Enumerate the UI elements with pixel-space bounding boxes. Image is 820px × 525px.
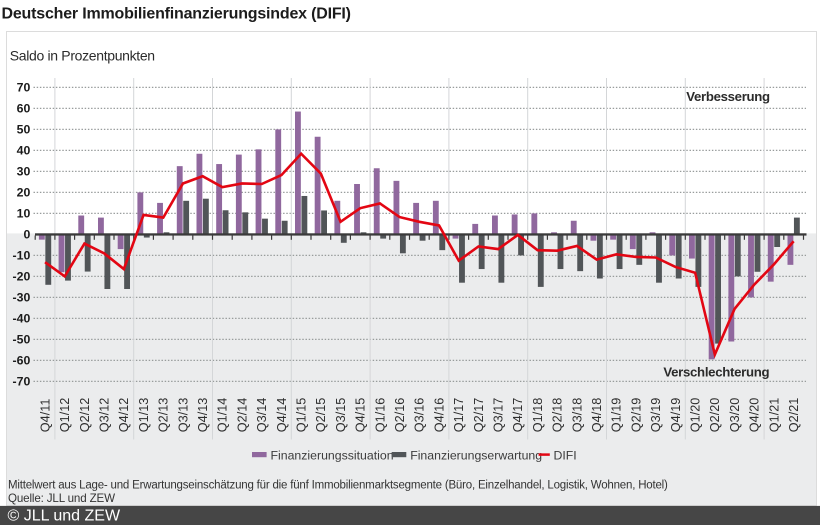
svg-text:Q4/19: Q4/19	[669, 398, 683, 433]
svg-text:Q4/12: Q4/12	[117, 398, 131, 433]
svg-text:Q1/15: Q1/15	[294, 398, 308, 433]
svg-text:Q3/14: Q3/14	[255, 398, 269, 433]
svg-text:Mittelwert aus Lage- und Erwar: Mittelwert aus Lage- und Erwartungseinsc…	[8, 479, 668, 491]
svg-text:Finanzierungserwartung: Finanzierungserwartung	[410, 448, 542, 462]
svg-text:-70: -70	[13, 375, 31, 389]
svg-text:30: 30	[17, 165, 31, 179]
svg-text:10: 10	[17, 207, 31, 221]
svg-text:Q2/18: Q2/18	[551, 398, 565, 433]
svg-text:Q4/20: Q4/20	[748, 398, 762, 433]
svg-text:-60: -60	[13, 354, 31, 368]
svg-text:Q3/16: Q3/16	[413, 398, 427, 433]
svg-text:DIFI: DIFI	[554, 448, 577, 462]
svg-text:Q1/19: Q1/19	[610, 398, 624, 433]
svg-text:50: 50	[17, 123, 31, 137]
svg-text:40: 40	[17, 144, 31, 158]
svg-text:Q1/17: Q1/17	[452, 398, 466, 433]
svg-text:Q1/21: Q1/21	[767, 398, 781, 433]
svg-text:Q1/13: Q1/13	[137, 398, 151, 433]
svg-text:Q3/19: Q3/19	[649, 398, 663, 433]
svg-text:Q4/16: Q4/16	[432, 398, 446, 433]
svg-text:Deutscher Immobilienfinanzieru: Deutscher Immobilienfinanzierungsindex (…	[2, 5, 351, 22]
svg-text:Q1/16: Q1/16	[373, 398, 387, 433]
svg-text:Q2/19: Q2/19	[629, 398, 643, 433]
svg-text:Saldo in Prozentpunkten: Saldo in Prozentpunkten	[10, 48, 155, 64]
svg-text:Q1/12: Q1/12	[58, 398, 72, 433]
svg-text:-40: -40	[13, 312, 31, 326]
svg-text:Q3/15: Q3/15	[334, 398, 348, 433]
svg-text:Q3/18: Q3/18	[570, 398, 584, 433]
svg-text:-30: -30	[13, 291, 31, 305]
svg-text:Q4/11: Q4/11	[38, 399, 52, 433]
svg-text:Q3/12: Q3/12	[97, 398, 111, 433]
svg-text:20: 20	[17, 186, 31, 200]
svg-text:Q2/17: Q2/17	[472, 398, 486, 433]
svg-text:Quelle: JLL und ZEW: Quelle: JLL und ZEW	[8, 492, 115, 505]
svg-text:60: 60	[17, 102, 31, 116]
svg-text:Q2/20: Q2/20	[708, 398, 722, 433]
svg-text:-50: -50	[13, 333, 31, 347]
svg-text:Q2/14: Q2/14	[235, 398, 249, 433]
svg-text:Verschlechterung: Verschlechterung	[663, 365, 769, 380]
svg-text:Q4/15: Q4/15	[354, 398, 368, 433]
svg-text:0: 0	[23, 228, 30, 242]
svg-text:Q2/15: Q2/15	[314, 398, 328, 433]
svg-text:-10: -10	[13, 249, 31, 263]
svg-text:Q4/13: Q4/13	[196, 398, 210, 433]
svg-text:Q1/18: Q1/18	[531, 398, 545, 433]
svg-text:© JLL und ZEW: © JLL und ZEW	[8, 508, 121, 525]
svg-text:Q3/20: Q3/20	[728, 398, 742, 433]
svg-text:Verbesserung: Verbesserung	[686, 89, 770, 104]
svg-text:Q2/13: Q2/13	[157, 398, 171, 433]
svg-text:Finanzierungssituation: Finanzierungssituation	[271, 448, 394, 462]
svg-text:-20: -20	[13, 270, 31, 284]
svg-text:70: 70	[17, 81, 31, 95]
svg-text:Q2/16: Q2/16	[393, 398, 407, 433]
svg-text:Q4/14: Q4/14	[275, 398, 289, 433]
svg-text:Q4/17: Q4/17	[511, 398, 525, 433]
svg-text:Q3/17: Q3/17	[491, 398, 505, 433]
svg-text:Q3/13: Q3/13	[176, 398, 190, 433]
svg-text:Q2/12: Q2/12	[78, 398, 92, 433]
svg-text:Q1/14: Q1/14	[216, 398, 230, 433]
svg-text:Q4/18: Q4/18	[590, 398, 604, 433]
svg-text:Q1/20: Q1/20	[688, 398, 702, 433]
svg-text:Q2/21: Q2/21	[787, 398, 801, 433]
